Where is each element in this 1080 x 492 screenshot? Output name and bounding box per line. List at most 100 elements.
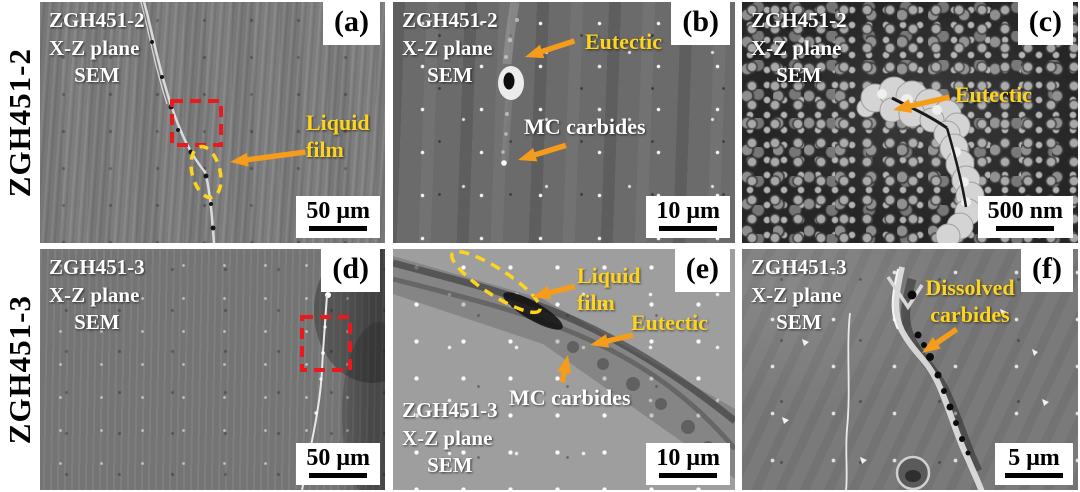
scale-bar: 10 μm [646, 443, 730, 485]
surface-ridge [886, 276, 924, 311]
info-sample: ZGH451-3 [402, 397, 498, 422]
cluster-crack [945, 127, 968, 208]
sample-info: ZGH451-3 X-Z plane SEM [49, 254, 145, 337]
panel-c: ZGH451-2 X-Z plane SEM (c) Eutectic 500 … [742, 2, 1078, 243]
panel-tag: (f) [1021, 249, 1073, 292]
scale-bar-line [659, 226, 718, 231]
roi-red-box [170, 99, 223, 147]
annotation-dissolved-carbides: Dissolved carbides [925, 275, 1015, 327]
info-method: SEM [74, 310, 120, 335]
band-mottle [567, 341, 714, 453]
scale-bar: 50 μm [296, 443, 380, 485]
scale-bar-label: 50 μm [306, 445, 370, 471]
panel-tag: (c) [1017, 2, 1073, 45]
dissolved-carbides-arrow-icon [922, 327, 959, 353]
sample-info: ZGH451-3 X-Z plane SEM [402, 397, 498, 480]
info-sample: ZGH451-2 [402, 8, 498, 32]
mottled-streak [501, 99, 513, 163]
info-sample: ZGH451-3 [751, 255, 847, 279]
panel-d: ZGH451-3 X-Z plane SEM (d) 50 μm [40, 249, 385, 490]
scale-bar-line [309, 473, 368, 478]
row-label-zgh451-3: ZGH451-3 [0, 249, 40, 490]
panel-b: ZGH451-2 X-Z plane SEM (b) Eutectic MC c… [393, 2, 735, 243]
scale-bar-label: 10 μm [656, 198, 720, 224]
liquid-film-arrow-icon [230, 149, 306, 167]
roi-yellow-ellipse [450, 249, 542, 315]
mc-carbide-particle [501, 160, 507, 166]
annotation-mc-carbides: MC carbides [524, 114, 646, 139]
band-streak [393, 276, 735, 451]
info-plane: X-Z plane [402, 35, 493, 60]
roi-yellow-ellipse [189, 144, 223, 200]
info-sample: ZGH451-3 [49, 255, 145, 279]
row-label-zgh451-2: ZGH451-2 [0, 2, 40, 243]
roi-red-box [300, 315, 352, 372]
scale-bar-label: 5 μm [1008, 445, 1060, 471]
scale-bar: 500 nm [977, 196, 1073, 238]
bright-boundary [893, 266, 985, 490]
scale-bar: 50 μm [296, 196, 380, 238]
sem-art-dissolved-carbides [782, 266, 1049, 490]
panel-a: ZGH451-2 X-Z plane SEM (a) Liquid film 5… [40, 2, 385, 243]
scale-bar-label: 50 μm [306, 198, 370, 224]
bright-boundary-edge [891, 268, 899, 330]
sample-info: ZGH451-2 X-Z plane SEM [751, 7, 847, 90]
sem-art-grain-boundary [393, 249, 735, 479]
sample-info: ZGH451-2 X-Z plane SEM [49, 7, 145, 90]
sem-art-eutectic-cluster [856, 76, 985, 243]
thin-crack [845, 312, 851, 490]
scale-bar-label: 500 nm [987, 198, 1063, 224]
info-plane: X-Z plane [49, 282, 140, 307]
info-sample: ZGH451-2 [49, 8, 145, 32]
annotation-liquid-film: Liquid film [306, 110, 370, 162]
panel-tag: (d) [321, 249, 380, 292]
eutectic-pool-core [503, 72, 515, 90]
scale-bar-line [659, 473, 718, 478]
grain-boundary-band [393, 256, 735, 479]
info-plane: X-Z plane [402, 425, 493, 450]
sem-art-crack-liquid-film [140, 2, 306, 243]
liquid-film-arrow-icon [532, 283, 576, 300]
annotation-eutectic: Eutectic [585, 29, 662, 54]
crack-highlight [140, 2, 168, 105]
white-specks [782, 309, 1049, 464]
annotation-liquid-film: Liquid film [577, 263, 641, 315]
crater-core [905, 470, 921, 482]
mc-carbides-arrow-icon [557, 355, 572, 383]
annotation-eutectic: Eutectic [955, 82, 1032, 107]
info-method: SEM [427, 63, 473, 88]
info-method: SEM [776, 63, 822, 88]
panel-tag: (e) [674, 249, 730, 292]
sample-info: ZGH451-2 X-Z plane SEM [402, 7, 498, 90]
eutectic-arrow-icon [525, 38, 576, 59]
info-plane: X-Z plane [751, 282, 842, 307]
sample-info: ZGH451-3 X-Z plane SEM [751, 254, 847, 337]
scale-bar-label: 10 μm [656, 445, 720, 471]
scale-bar-line [1005, 473, 1063, 478]
scale-bar: 10 μm [646, 196, 730, 238]
mc-carbides-arrow-icon [518, 142, 567, 162]
panel-tag: (b) [671, 2, 730, 45]
info-plane: X-Z plane [751, 35, 842, 60]
mottled-streak [502, 2, 520, 65]
scale-bar: 5 μm [995, 443, 1073, 485]
info-sample: ZGH451-2 [751, 8, 847, 32]
row-label-text: ZGH451-3 [2, 294, 37, 445]
scale-bar-line [996, 226, 1055, 231]
annotation-eutectic: Eutectic [631, 310, 708, 335]
scale-bar-line [309, 226, 368, 231]
cluster-crack [891, 96, 948, 130]
eutectic-arrow-icon [590, 332, 634, 348]
band-streak [393, 259, 735, 424]
row-label-text: ZGH451-2 [2, 47, 37, 198]
panel-tag: (a) [323, 2, 380, 45]
sem-art-eutectic-carbides [498, 2, 576, 166]
carbide-pits [907, 290, 971, 456]
crack-line [142, 2, 216, 243]
info-method: SEM [427, 453, 473, 478]
panel-e: ZGH451-3 X-Z plane SEM (e) Liquid film E… [393, 249, 735, 490]
annotation-mc-carbides: MC carbides [509, 385, 631, 410]
info-method: SEM [776, 310, 822, 335]
debris-dots [501, 18, 519, 154]
